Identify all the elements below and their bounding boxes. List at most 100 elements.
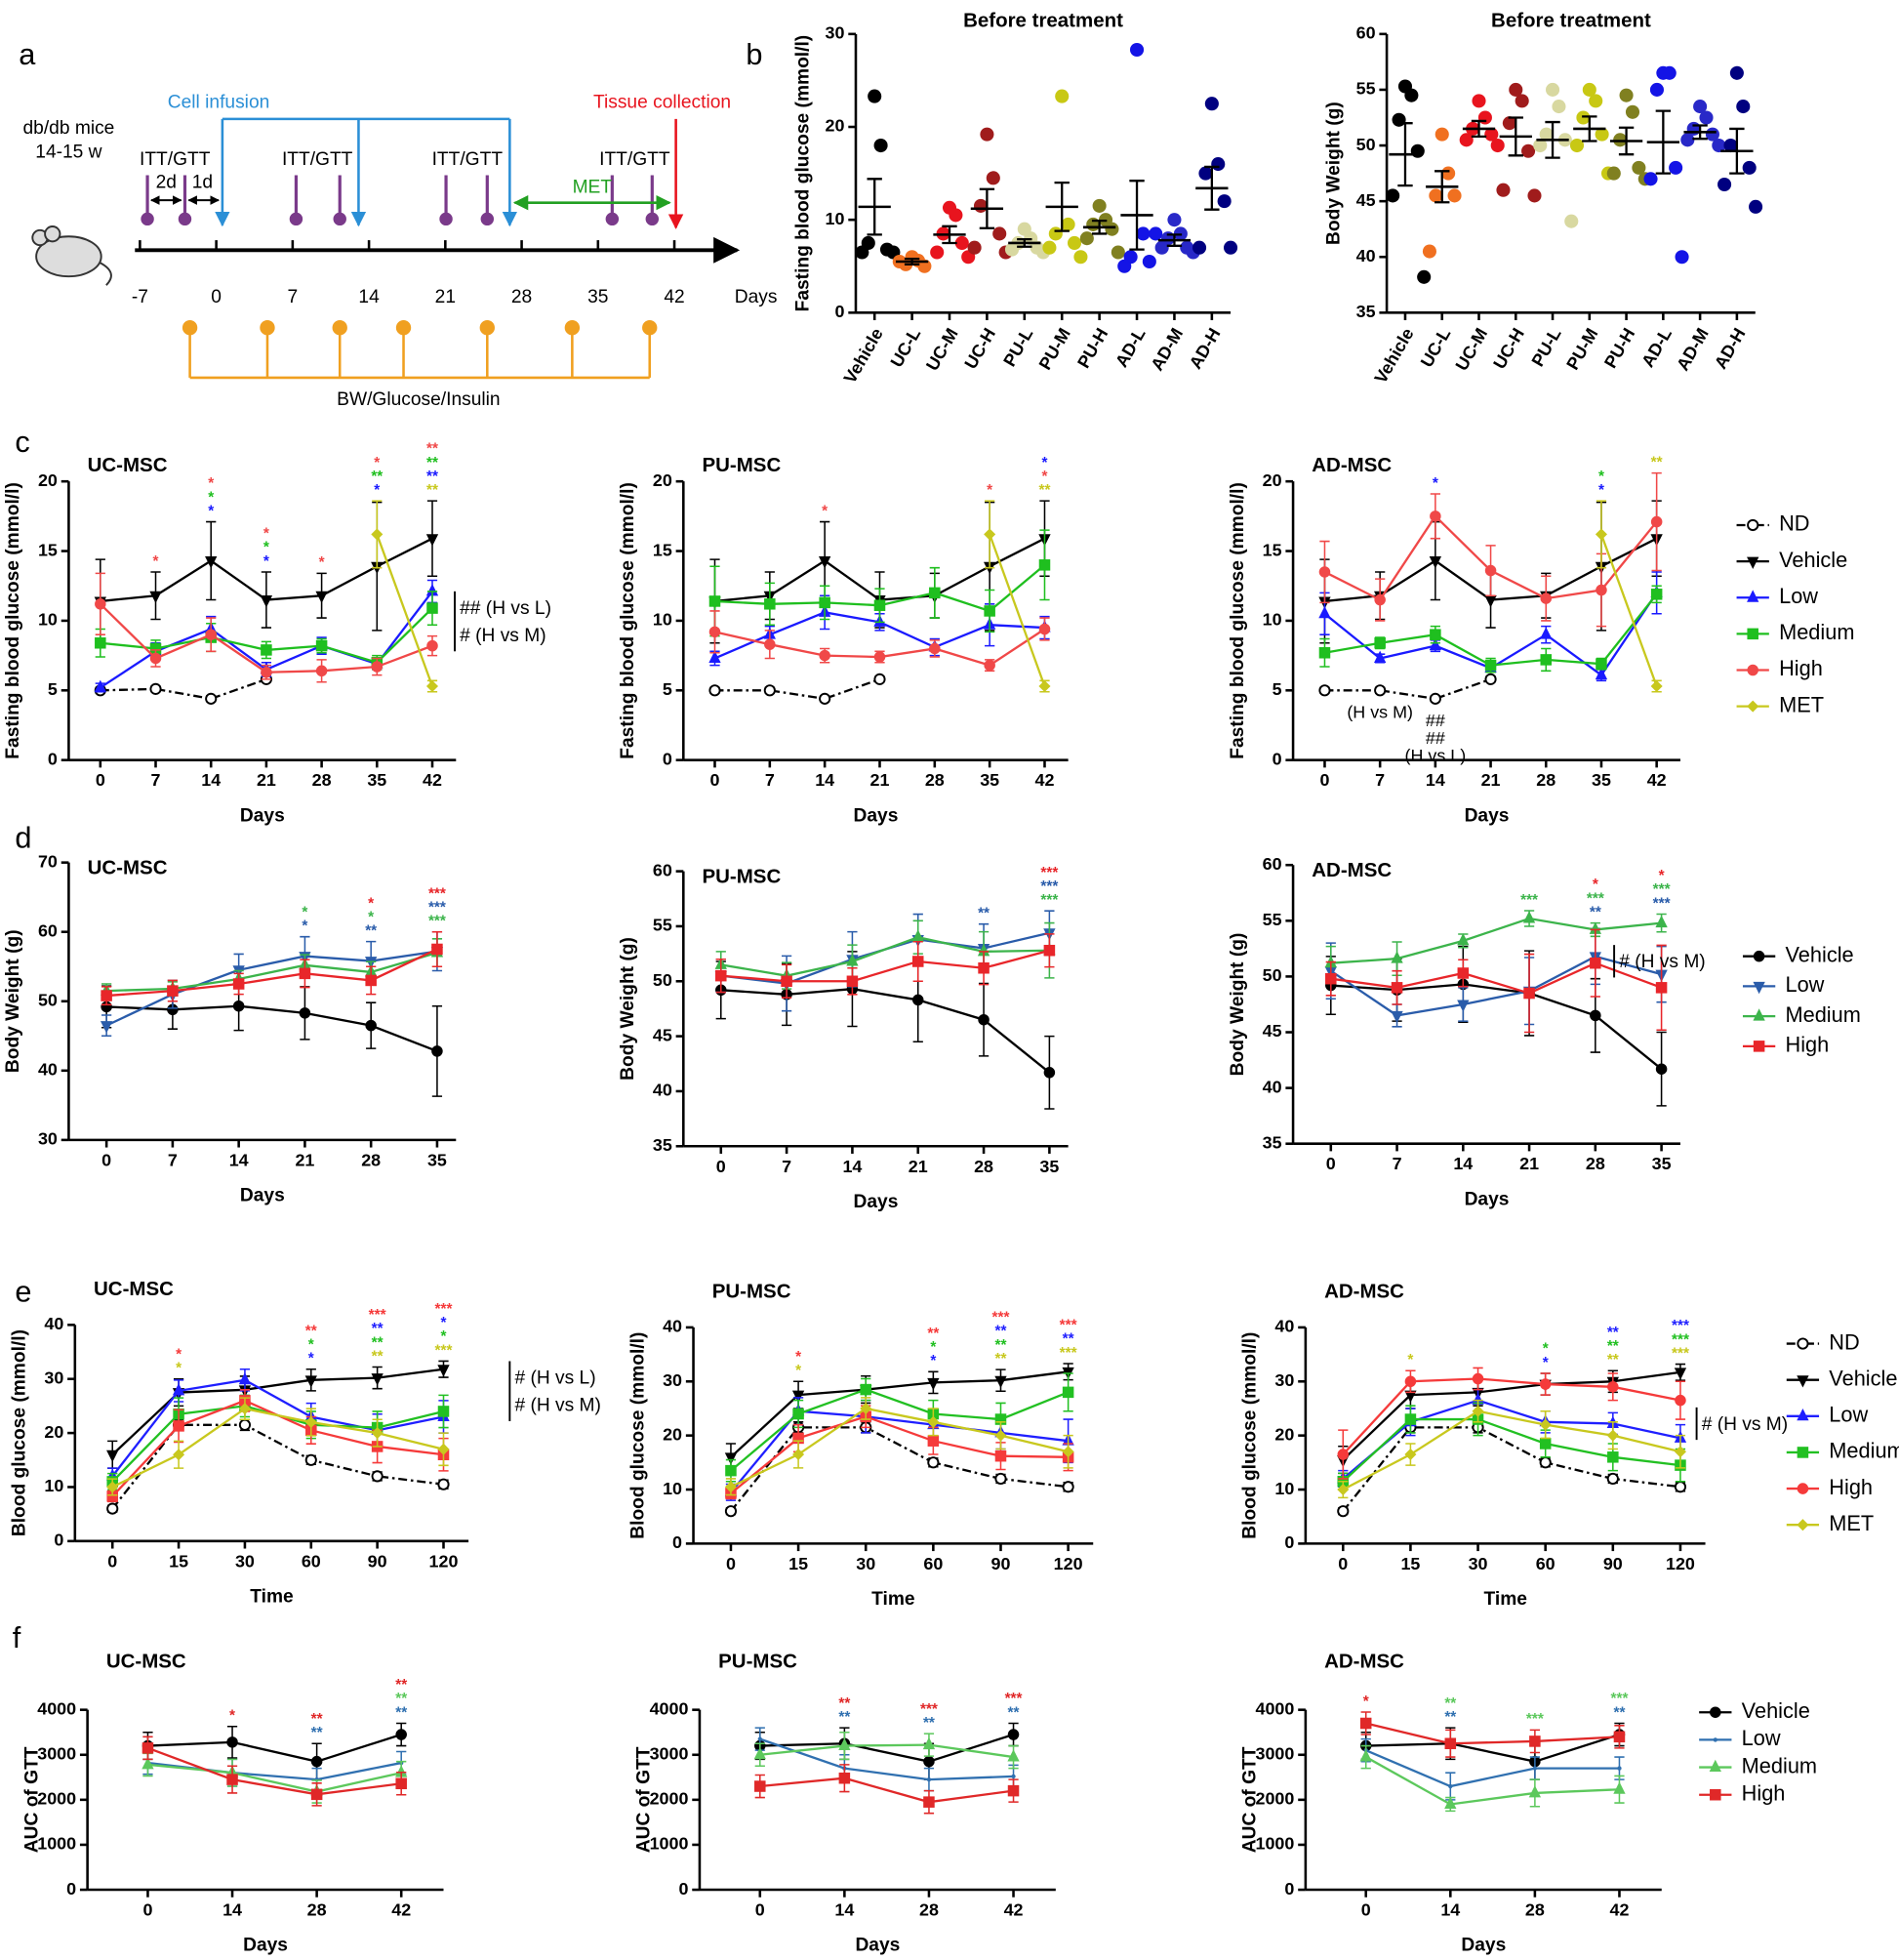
x-tick-label: 21 — [1519, 1154, 1539, 1173]
point — [929, 642, 941, 655]
x-tick-label: 28 — [1536, 770, 1556, 790]
point — [1607, 1381, 1619, 1393]
point — [371, 661, 384, 673]
x-tick-label: AD-H — [1711, 325, 1750, 373]
significance-mark: *** — [1520, 892, 1538, 909]
point — [425, 679, 439, 693]
legend-label: High — [1829, 1475, 1873, 1499]
series — [95, 572, 438, 683]
x-tick-label: 7 — [151, 770, 161, 790]
y-tick-label: 15 — [653, 540, 672, 559]
y-tick-label: 0 — [66, 1879, 76, 1899]
x-tick-label: 15 — [169, 1551, 188, 1571]
point — [1391, 982, 1403, 994]
point — [261, 666, 272, 678]
met-label: MET — [573, 177, 613, 197]
x-tick-label: 7 — [168, 1150, 178, 1169]
x-tick-label: PU-M — [1035, 325, 1074, 374]
legend-marker — [1710, 1706, 1721, 1718]
data-point — [1502, 116, 1516, 131]
point — [1650, 679, 1663, 693]
significance-mark: ** — [426, 469, 438, 485]
y-tick-label: 60 — [38, 920, 58, 940]
series-line — [147, 1761, 402, 1781]
point — [994, 1429, 1007, 1442]
significance-mark: * — [1659, 868, 1665, 884]
point — [1528, 1785, 1542, 1798]
series-line — [147, 1733, 402, 1763]
note: (H vs L) — [1405, 746, 1467, 765]
x-tick-label: 42 — [1035, 770, 1055, 790]
series-line — [1330, 955, 1662, 1017]
legend-label: MET — [1779, 692, 1824, 716]
x-tick-label: PU-L — [1528, 325, 1565, 370]
x-tick-label: 14 — [222, 1900, 242, 1920]
point — [238, 1418, 252, 1431]
series — [1359, 1744, 1626, 1813]
data-point — [967, 240, 982, 255]
point — [106, 1450, 119, 1463]
significance-mark: ** — [1607, 1338, 1619, 1355]
y-tick-label: 20 — [1263, 470, 1282, 490]
sem-bar — [1508, 116, 1523, 157]
series-line — [376, 534, 434, 687]
mouse-icon — [31, 225, 112, 286]
series-line — [714, 677, 880, 701]
point — [425, 534, 439, 547]
point — [232, 978, 245, 990]
sem-bar — [1729, 127, 1745, 175]
x-tick-label: AD-H — [1186, 325, 1225, 373]
data-point — [1392, 112, 1406, 127]
itt-gtt-markers — [141, 175, 660, 226]
chart-title: AD-MSC — [1324, 1280, 1404, 1302]
data-point — [1625, 104, 1640, 119]
data-point — [1736, 100, 1751, 114]
point — [781, 975, 792, 988]
point — [173, 1420, 184, 1432]
legend-label: ND — [1779, 511, 1809, 536]
y-axis-label: Fasting blood glucose (mmol/l) — [792, 35, 813, 312]
legend-marker — [1753, 1008, 1765, 1021]
legend-label: Medium — [1779, 620, 1854, 644]
point — [708, 626, 721, 638]
point — [1540, 627, 1553, 639]
point — [1391, 1010, 1403, 1024]
x-tick-label: 42 — [1004, 1900, 1024, 1920]
data-point — [1004, 242, 1020, 257]
significance-mark: *** — [435, 1301, 453, 1318]
x-tick-label: 14 — [229, 1150, 249, 1169]
point — [1674, 1368, 1687, 1380]
point — [724, 1481, 737, 1493]
significance-mark: * — [1593, 877, 1598, 893]
point — [984, 528, 996, 541]
significance-mark: ** — [927, 1326, 939, 1342]
legend-label: Low — [1779, 584, 1818, 608]
data-point — [1699, 110, 1714, 125]
legend-label: ND — [1829, 1329, 1859, 1354]
y-axis-label: AUC of GTT — [21, 1746, 42, 1853]
legend-label: High — [1785, 1033, 1829, 1057]
interval-label: 1d — [192, 172, 213, 192]
data-point — [1539, 127, 1554, 142]
y-tick-label: 0 — [1273, 749, 1282, 768]
sem-bar — [1545, 120, 1560, 159]
x-tick-label: 30 — [1469, 1554, 1488, 1573]
chart-title: AD-MSC — [1312, 454, 1392, 476]
y-tick-label: 30 — [826, 23, 845, 43]
x-tick-label: 35 — [1652, 1154, 1672, 1173]
x-tick-label: 90 — [1603, 1554, 1623, 1573]
data-point — [973, 198, 989, 213]
point — [1374, 593, 1386, 606]
legend-label: Vehicle — [1785, 942, 1853, 966]
point — [141, 1757, 154, 1770]
significance-mark: * — [368, 895, 374, 912]
significance-mark: ** — [426, 482, 438, 499]
data-point — [1619, 88, 1634, 102]
point — [819, 596, 830, 609]
significance-mark: * — [308, 1351, 314, 1368]
point — [754, 1780, 766, 1792]
series — [708, 610, 1051, 673]
data-point — [1693, 100, 1708, 114]
series — [141, 1735, 407, 1807]
